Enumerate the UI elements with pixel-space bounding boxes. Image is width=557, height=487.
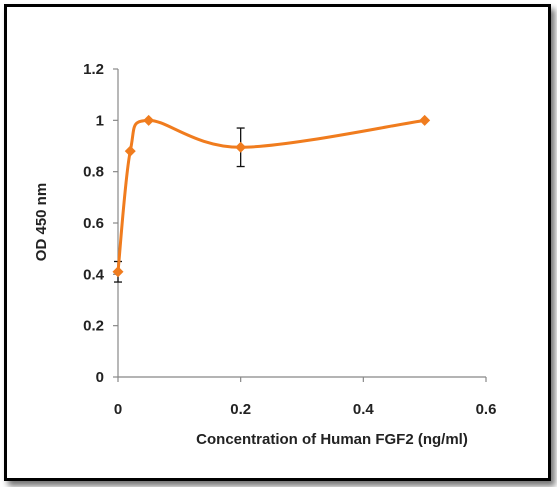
chart-frame [4,4,551,481]
data-point-marker [112,266,124,278]
series-markers [112,114,431,278]
y-tick-label: 0.4 [83,266,105,283]
y-tick-label: 0 [96,369,104,386]
series-line [116,118,425,272]
tick-labels: 0 0.2 0.4 0.6 0.8 1 1.2 0 0.2 0.4 0.6 [83,61,496,418]
data-point-marker [143,114,155,126]
x-tick-label: 0 [114,401,122,418]
x-axis-label: Concentration of Human FGF2 (ng/ml) [196,431,468,448]
y-tick-label: 1 [96,112,104,129]
data-point-marker [419,114,431,126]
x-tick-label: 0.2 [230,401,251,418]
y-axis-label: OD 450 nm [33,183,50,261]
data-point-marker [235,141,247,153]
x-tick-label: 0.4 [353,401,375,418]
y-tick-label: 0.2 [83,318,104,335]
y-tick-label: 1.2 [83,61,104,78]
y-tick-label: 0.6 [83,215,104,232]
axes [113,68,487,382]
y-tick-label: 0.8 [83,164,104,181]
x-tick-label: 0.6 [476,401,497,418]
data-point-marker [124,145,136,157]
